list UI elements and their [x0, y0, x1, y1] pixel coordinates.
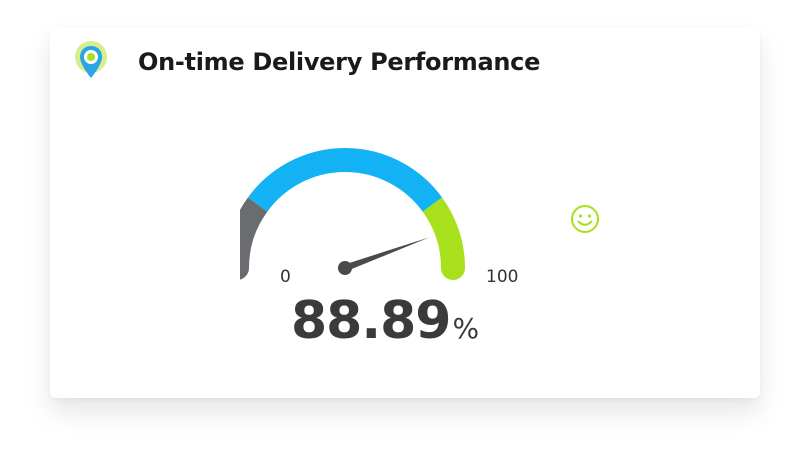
gauge-value-display: 88.89%: [240, 291, 530, 351]
gauge-max-label: 100: [486, 267, 519, 287]
location-pin-icon: [75, 41, 107, 78]
needle-pointer: [343, 237, 430, 272]
needle-hub: [338, 261, 352, 275]
gauge-chart: [240, 148, 465, 280]
smiley-face-icon: [571, 205, 599, 233]
widget-title: On-time Delivery Performance: [138, 48, 541, 76]
gauge-arcs: [240, 148, 465, 280]
gauge-end-cap: [441, 256, 465, 280]
delivery-performance-card: On-time Delivery Performance 0 100 88.89…: [50, 28, 760, 398]
gauge-value: 88.89: [290, 291, 451, 351]
gauge-unit: %: [452, 312, 480, 345]
gauge-segment-2: [247, 148, 443, 212]
gauge-min-label: 0: [280, 267, 291, 287]
card-header: On-time Delivery Performance: [74, 40, 540, 92]
gauge: 0 100 88.89%: [240, 123, 599, 383]
gauge-needle: [338, 237, 430, 275]
gauge-end-cap: [240, 256, 249, 280]
gauge-segment-1: [240, 197, 268, 269]
